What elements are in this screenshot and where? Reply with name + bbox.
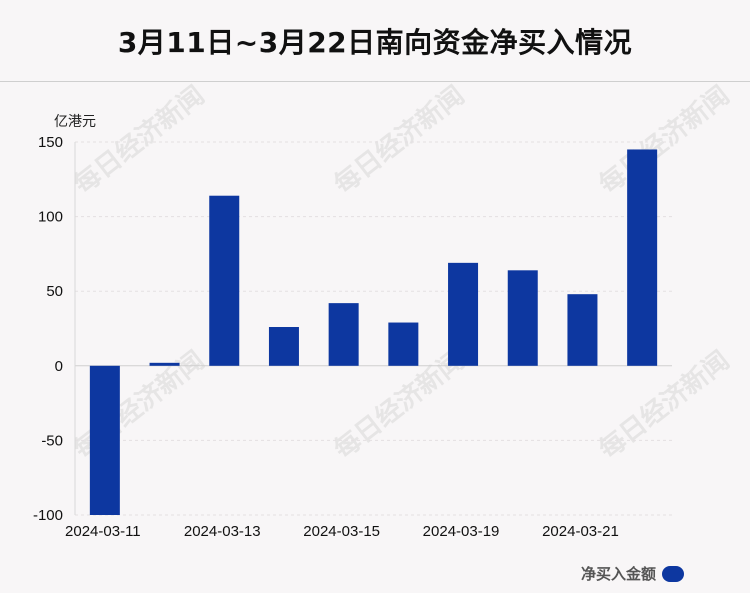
legend-label: 净买入金额 <box>580 565 656 583</box>
bar <box>328 303 359 366</box>
x-tick-label: 2024-03-21 <box>542 523 619 540</box>
y-tick-label: -50 <box>41 432 63 449</box>
y-axis-label: 亿港元 <box>54 113 96 129</box>
legend-swatch <box>662 565 684 582</box>
y-tick-label: 150 <box>38 134 63 151</box>
bar <box>388 322 419 366</box>
y-tick-label: 100 <box>38 209 63 226</box>
y-tick-label: 50 <box>46 283 63 300</box>
x-tick-label: 2024-03-11 <box>65 523 141 540</box>
title-bar: 3月11日~3月22日南向资金净买入情况 <box>0 0 750 82</box>
bar <box>507 270 538 366</box>
bar <box>627 149 658 366</box>
bar <box>209 195 240 366</box>
bar <box>89 365 120 515</box>
bar <box>149 362 180 366</box>
bar <box>448 262 479 366</box>
legend: 净买入金额 <box>581 563 684 584</box>
x-tick-label: 2024-03-13 <box>184 523 261 540</box>
y-tick-label: 0 <box>55 358 63 375</box>
x-tick-label: 2024-03-19 <box>423 523 500 540</box>
bar <box>268 327 299 366</box>
chart-title: 3月11日~3月22日南向资金净买入情况 <box>117 25 633 59</box>
x-tick-label: 2024-03-15 <box>303 523 380 540</box>
y-tick-label: -100 <box>33 507 63 524</box>
bar <box>567 294 598 366</box>
